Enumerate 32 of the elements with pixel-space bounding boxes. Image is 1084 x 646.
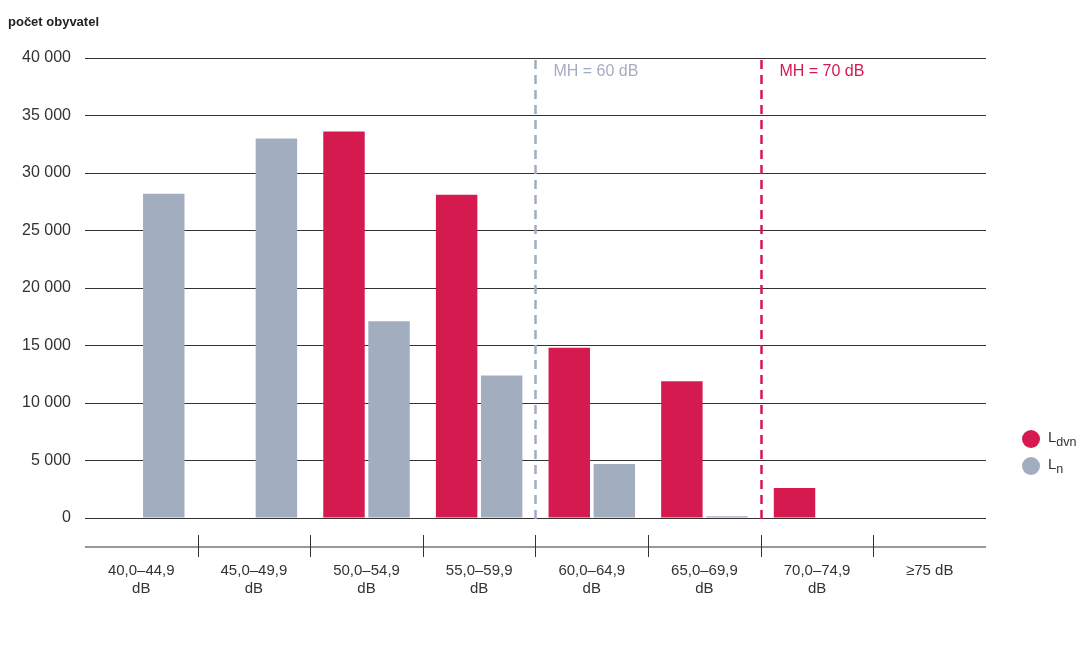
x-tick-label: 40,0–44,9 dB — [107, 561, 175, 597]
bar — [323, 131, 365, 518]
bar — [548, 347, 590, 518]
bar — [661, 381, 703, 518]
bar — [435, 194, 478, 518]
bar — [593, 463, 636, 518]
legend-label: L$_{n}$ — [1048, 455, 1064, 476]
y-tick-label: 5 000 — [30, 450, 72, 468]
y-tick-label: 10 000 — [22, 393, 72, 411]
ref-line-label: MH = 70 dB — [779, 62, 865, 80]
y-axis-title: počet obyvatel — [8, 14, 100, 29]
y-tick-label: 20 000 — [22, 278, 72, 296]
x-tick-label: 70,0–74,9 dB — [783, 561, 851, 597]
bar — [255, 138, 298, 518]
y-tick-label: 35 000 — [22, 105, 72, 123]
legend-label: L$_{dvn}$ — [1048, 428, 1077, 449]
y-tick-label: 40 000 — [22, 48, 72, 66]
x-tick-label: 50,0–54,9 dB — [333, 561, 400, 597]
x-tick-label: 65,0–69,9 dB — [671, 561, 738, 597]
x-tick-label: 55,0–59,9 dB — [445, 561, 513, 597]
bar — [773, 488, 816, 518]
y-tick-label: 30 000 — [22, 163, 72, 181]
bar — [368, 321, 410, 518]
y-tick-label: 25 000 — [22, 220, 72, 238]
ref-line-label: MH = 60 dB — [553, 62, 639, 80]
x-tick-label: 60,0–64,9 dB — [558, 561, 626, 597]
y-tick-label: 15 000 — [22, 335, 72, 353]
bar — [480, 375, 523, 518]
y-tick-label: 0 — [62, 508, 72, 526]
bar — [143, 193, 185, 518]
x-tick-label: 45,0–49,9 dB — [220, 561, 288, 597]
x-tick-label: ≥75 dB — [905, 561, 954, 579]
